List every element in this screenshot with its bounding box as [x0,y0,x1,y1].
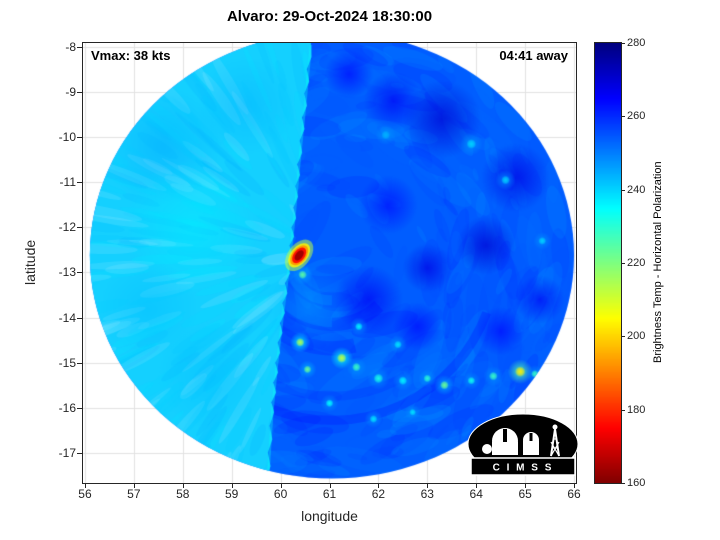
cimss-logo-text: C I M S S [493,463,554,474]
y-tick-label: -13 [58,265,76,280]
x-tick-label: 56 [78,487,92,501]
colorbar-tick-mark [621,336,625,338]
y-tick-mark [77,137,82,139]
x-tick-label: 59 [224,487,239,501]
y-tick-mark [77,182,82,184]
colorbar-tick-mark [621,409,625,411]
plot-area: Vmax: 38 kts 04:41 away C I M S S [82,42,579,484]
x-tick-label: 58 [176,487,190,501]
x-tick-label: 62 [371,487,386,501]
x-tick-label: 64 [469,487,483,501]
x-tick-mark [378,483,380,488]
x-tick-label: 61 [322,487,337,501]
colorbar-tick-mark [621,189,625,191]
x-tick-mark [182,483,184,488]
x-axis-label: longitude [301,508,358,524]
colorbar [594,42,622,484]
x-tick-mark [427,483,429,488]
y-tick-label: -8 [65,40,76,55]
y-tick-mark [77,407,82,409]
y-tick-mark [77,272,82,274]
y-tick-label: -9 [65,85,76,100]
y-tick-label: -10 [58,130,76,145]
x-tick-label: 66 [567,487,581,501]
colorbar-tick-mark [621,116,625,118]
colorbar-tick-mark [621,263,625,264]
x-tick-mark [476,483,478,488]
x-tick-mark [574,483,576,488]
vmax-annotation: Vmax: 38 kts [91,48,171,63]
plot-title: Alvaro: 29-Oct-2024 18:30:00 [226,8,433,25]
time-away-annotation: 04:41 away [499,48,568,63]
colorbar-tick-mark [621,483,625,484]
cimss-logo-graphic: C I M S S [467,413,579,476]
colorbar-gradient [595,43,621,483]
x-tick-mark [329,483,331,488]
colorbar-tick-label: 280 [627,37,646,49]
y-axis-label: latitude [22,239,38,285]
cimss-logo: C I M S S [467,412,579,489]
y-tick-label: -11 [59,175,76,190]
x-tick-mark [133,483,135,488]
y-tick-mark [77,362,82,364]
x-tick-label: 60 [273,487,288,501]
y-tick-label: -12 [58,220,76,235]
y-tick-label: -15 [58,355,76,370]
y-tick-mark [77,47,82,49]
colorbar-tick-label: 160 [627,477,646,489]
satellite-heatmap [83,43,576,483]
colorbar-tick-label: 260 [627,110,646,123]
colorbar-label: Brightness Temp - Horizontal Polarizatio… [652,161,664,363]
x-tick-label: 65 [518,487,532,501]
x-tick-label: 63 [420,487,434,501]
x-tick-label: 57 [127,487,141,501]
y-tick-label: -16 [58,400,76,415]
x-tick-mark [231,483,233,488]
y-tick-mark [77,227,82,229]
observatory-dish-icon [482,444,492,454]
x-tick-mark [525,483,527,488]
y-tick-label: -17 [58,445,76,460]
y-tick-label: -14 [58,310,76,325]
x-tick-mark [84,483,86,488]
y-tick-mark [77,92,82,94]
colorbar-tick-mark [621,43,625,44]
y-tick-mark [77,317,82,319]
colorbar-tick-label: 240 [627,183,646,196]
colorbar-tick-label: 200 [627,330,646,343]
colorbar-tick-label: 220 [627,257,646,269]
y-tick-mark [77,452,82,454]
colorbar-tick-label: 180 [627,403,646,416]
x-tick-mark [280,483,282,488]
